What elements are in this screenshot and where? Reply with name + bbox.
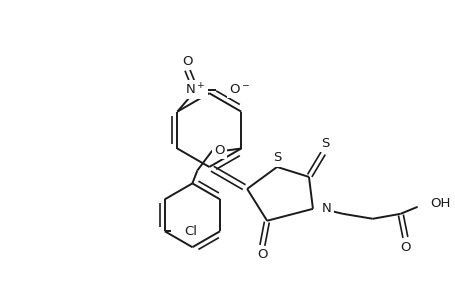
Text: S: S xyxy=(273,151,281,165)
Text: OH: OH xyxy=(430,197,451,210)
Text: N$^+$: N$^+$ xyxy=(185,82,206,97)
Text: O$^-$: O$^-$ xyxy=(229,83,250,96)
Text: O: O xyxy=(257,248,268,261)
Text: N: N xyxy=(322,202,332,215)
Text: S: S xyxy=(321,136,329,150)
Text: O: O xyxy=(400,241,411,254)
Text: O: O xyxy=(214,144,225,157)
Text: O: O xyxy=(182,55,192,68)
Text: Cl: Cl xyxy=(185,225,198,238)
